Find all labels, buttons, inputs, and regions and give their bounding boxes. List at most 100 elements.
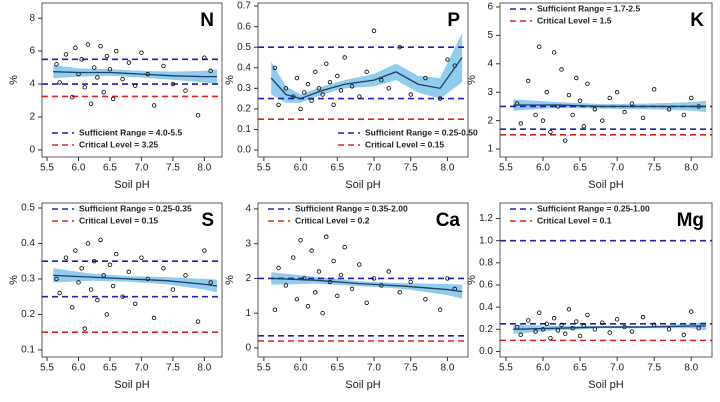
fit-line xyxy=(53,71,217,78)
data-point xyxy=(208,280,213,285)
data-point xyxy=(98,237,103,243)
x-tick-label: 5.5 xyxy=(499,363,513,374)
data-point xyxy=(107,67,113,72)
x-tick-label: 7.0 xyxy=(367,363,381,374)
data-point xyxy=(335,73,340,79)
x-tick-label: 8.0 xyxy=(684,163,698,174)
data-point xyxy=(316,86,322,91)
data-point xyxy=(357,262,362,267)
x-tick-label: 6.5 xyxy=(573,363,587,374)
data-point xyxy=(73,45,78,50)
data-point xyxy=(666,107,672,112)
confidence-band xyxy=(513,99,707,113)
data-point xyxy=(161,266,166,271)
x-tick-label: 6.0 xyxy=(294,363,308,374)
data-point xyxy=(551,316,557,321)
y-tick-label: 0.4 xyxy=(237,62,251,73)
data-point xyxy=(408,279,413,285)
y-tick-label: 8 xyxy=(29,13,35,24)
x-axis-label: Soil pH xyxy=(345,379,381,391)
data-point xyxy=(437,96,443,101)
data-point xyxy=(104,53,110,59)
x-tick-label: 7.5 xyxy=(647,363,661,374)
data-point xyxy=(202,248,207,253)
data-point xyxy=(114,251,119,257)
data-point xyxy=(342,244,347,250)
panel: 5.5 6.0 6.5 7.0 7.5 8.0 0.0 0.1 0.2 0.3 0.4 0.5 0.6 0… xyxy=(224,1,478,191)
data-point xyxy=(305,304,311,309)
y-axis-label: % xyxy=(466,75,478,85)
data-point xyxy=(76,280,81,285)
x-tick-label: 5.5 xyxy=(257,163,271,174)
data-point xyxy=(120,76,125,82)
y-tick-label: 5 xyxy=(487,30,493,41)
data-point xyxy=(335,293,340,299)
legend-label: Critical Level = 0.2 xyxy=(295,215,370,225)
y-tick-label: 1.2 xyxy=(479,213,493,224)
data-point xyxy=(544,90,549,95)
data-point xyxy=(570,112,575,118)
x-tick-label: 6.5 xyxy=(330,163,344,174)
y-tick-label: 4 xyxy=(29,79,35,90)
data-point xyxy=(397,45,402,50)
data-point xyxy=(533,329,538,334)
data-point xyxy=(600,118,605,123)
data-point xyxy=(607,95,612,101)
x-tick-label: 6.5 xyxy=(573,163,587,174)
x-tick-label: 6.0 xyxy=(72,363,86,374)
y-axis-label: % xyxy=(8,75,20,85)
fit-line xyxy=(513,325,707,330)
data-point xyxy=(54,62,59,67)
data-point xyxy=(63,255,69,260)
data-point xyxy=(540,327,546,332)
data-point xyxy=(689,309,694,314)
data-point xyxy=(57,80,62,85)
data-point xyxy=(161,63,166,69)
data-point xyxy=(107,262,113,267)
data-point xyxy=(309,98,314,103)
data-point xyxy=(563,138,568,143)
data-point xyxy=(95,75,100,80)
plot-frame xyxy=(499,202,713,358)
y-tick-label: 4 xyxy=(245,204,251,215)
data-point xyxy=(70,305,75,310)
data-point xyxy=(651,87,657,92)
data-point xyxy=(327,79,333,85)
y-tick-label: 0.2 xyxy=(237,104,251,115)
data-point xyxy=(585,312,590,318)
confidence-band xyxy=(53,65,217,85)
y-tick-label: 0.0 xyxy=(479,346,493,357)
data-point xyxy=(294,297,300,302)
y-tick-label: 0.4 xyxy=(479,302,493,313)
data-point xyxy=(581,124,586,129)
data-point xyxy=(85,42,91,47)
data-point xyxy=(331,102,336,107)
data-point xyxy=(313,290,318,295)
x-axis-label: Soil pH xyxy=(114,379,150,391)
data-point xyxy=(183,273,188,278)
x-tick-label: 7.5 xyxy=(166,363,180,374)
data-point xyxy=(170,81,176,87)
x-axis-label: Soil pH xyxy=(588,179,624,191)
y-tick-label: 0.2 xyxy=(479,324,493,335)
data-point xyxy=(82,85,87,90)
data-point xyxy=(640,314,646,320)
data-point xyxy=(276,265,281,271)
data-point xyxy=(600,320,605,325)
data-point xyxy=(357,94,362,99)
plot-frame xyxy=(41,202,223,358)
panel: 5.5 6.0 6.5 7.0 7.5 8.0 1 2 3 4 5 6 Soil pH% K Suffici… xyxy=(466,2,713,191)
data-point xyxy=(272,307,278,312)
data-point xyxy=(445,276,450,281)
x-tick-label: 6.0 xyxy=(536,363,550,374)
y-tick-label: 0.0 xyxy=(237,145,251,156)
panel: 5.5 6.0 6.5 7.0 7.5 8.0 0 2 4 6 8 Soil pH% N Sufficie… xyxy=(8,2,223,191)
data-point xyxy=(309,248,314,253)
data-point xyxy=(324,234,329,239)
data-point xyxy=(208,68,213,74)
x-tick-label: 6.0 xyxy=(294,163,308,174)
data-point xyxy=(349,286,355,292)
plot-frame xyxy=(499,2,713,158)
x-tick-label: 8.0 xyxy=(440,163,454,174)
x-axis-label: Soil pH xyxy=(345,179,381,191)
